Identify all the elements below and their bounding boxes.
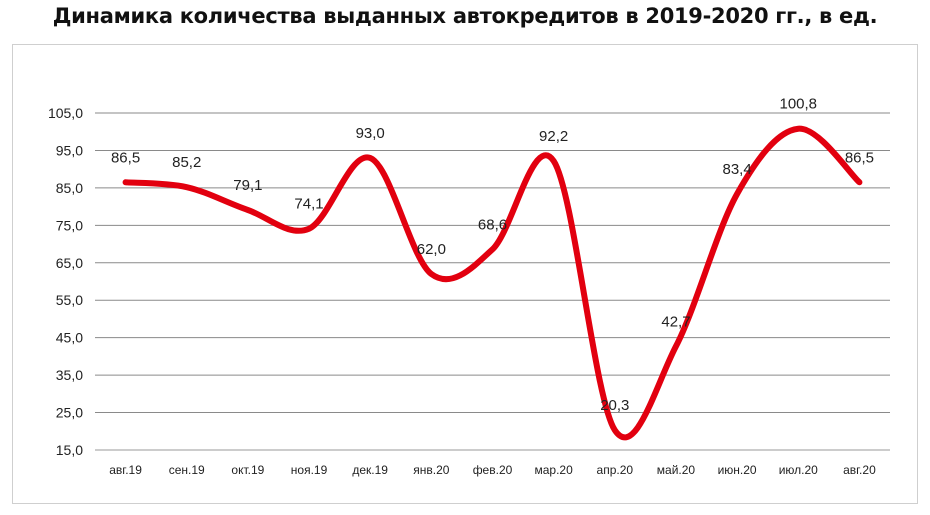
gridlines bbox=[95, 112, 890, 451]
x-tick-label: авг.19 bbox=[109, 463, 142, 477]
x-tick-label: апр.20 bbox=[597, 463, 634, 477]
y-tick-label: 15,0 bbox=[56, 442, 83, 458]
data-label: 20,3 bbox=[600, 397, 629, 414]
data-label: 86,5 bbox=[845, 149, 874, 166]
x-axis-ticks: авг.19 сен.19 окт.19 ноя.19 дек.19 янв.20 фев.… bbox=[109, 463, 876, 477]
y-tick-label: 25,0 bbox=[56, 405, 83, 421]
x-tick-label: окт.19 bbox=[231, 463, 264, 477]
y-tick-label: 95,0 bbox=[56, 142, 83, 158]
x-tick-label: ноя.19 bbox=[291, 463, 328, 477]
x-tick-label: фев.20 bbox=[473, 463, 513, 477]
chart-title: Динамика количества выданных автокредито… bbox=[52, 4, 878, 28]
chart-frame bbox=[12, 44, 918, 504]
y-tick-label: 65,0 bbox=[56, 255, 83, 271]
x-tick-label: янв.20 bbox=[413, 463, 450, 477]
data-label: 83,4 bbox=[723, 161, 752, 178]
series-line bbox=[122, 125, 863, 441]
y-tick-label: 35,0 bbox=[56, 367, 83, 383]
series-group bbox=[122, 125, 863, 441]
data-label: 93,0 bbox=[356, 125, 385, 142]
x-tick-label: мар.20 bbox=[535, 463, 574, 477]
data-labels: 86,5 85,2 79,1 74,1 93,0 62,0 68,6 92,2 20,3 42,7… bbox=[111, 96, 874, 414]
data-label: 79,1 bbox=[233, 177, 262, 194]
y-tick-label: 85,0 bbox=[56, 180, 83, 196]
data-label: 92,2 bbox=[539, 128, 568, 145]
y-tick-label: 75,0 bbox=[56, 217, 83, 233]
x-tick-label: авг.20 bbox=[843, 463, 876, 477]
y-tick-label: 105,0 bbox=[48, 105, 83, 121]
data-label: 74,1 bbox=[294, 196, 323, 213]
x-tick-label: июн.20 bbox=[718, 463, 757, 477]
data-label: 85,2 bbox=[172, 154, 201, 171]
x-tick-label: июл.20 bbox=[779, 463, 818, 477]
x-tick-label: сен.19 bbox=[169, 463, 205, 477]
x-tick-label: дек.19 bbox=[352, 463, 388, 477]
data-label: 86,5 bbox=[111, 149, 140, 166]
y-tick-label: 55,0 bbox=[56, 292, 83, 308]
data-label: 62,0 bbox=[417, 241, 446, 258]
x-tick-label: май.20 bbox=[657, 463, 696, 477]
y-tick-label: 45,0 bbox=[56, 330, 83, 346]
data-label: 42,7 bbox=[661, 313, 690, 330]
y-axis-ticks: 15,0 25,0 35,0 45,0 55,0 65,0 75,0 85,0 95,0 105,… bbox=[48, 105, 83, 458]
data-label: 68,6 bbox=[478, 216, 507, 233]
data-label: 100,8 bbox=[779, 96, 817, 113]
